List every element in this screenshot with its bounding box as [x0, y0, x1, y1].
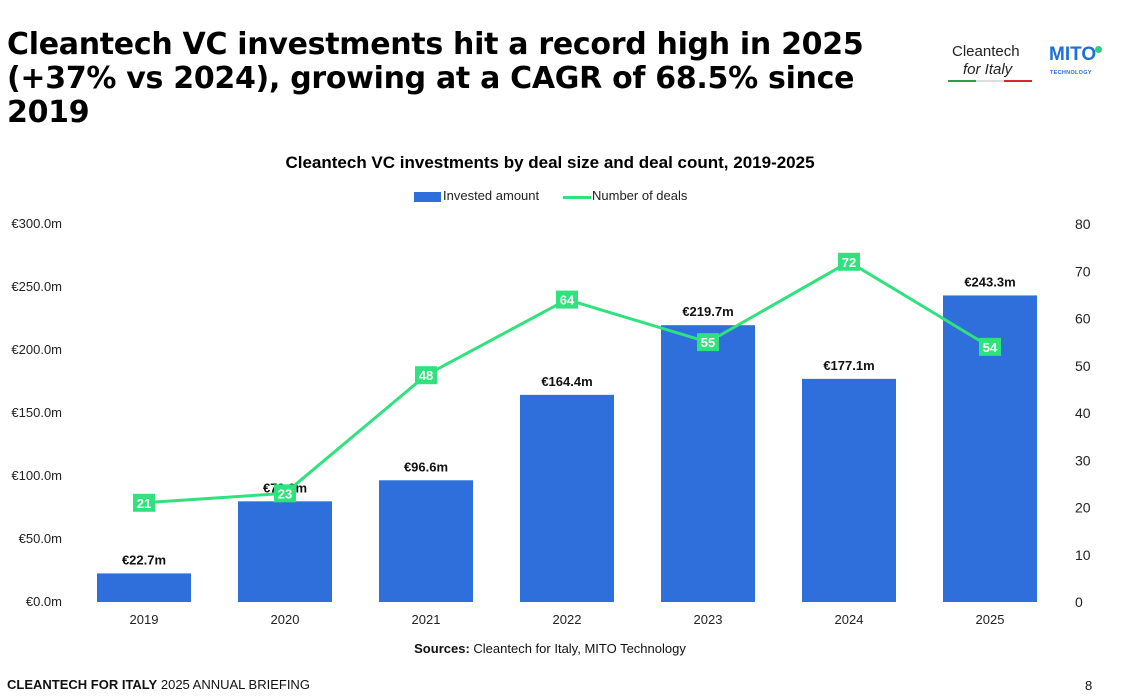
sources-note: Sources: Cleantech for Italy, MITO Techn… — [0, 641, 1100, 656]
page-headline: Cleantech VC investments hit a record hi… — [7, 27, 864, 130]
bar — [802, 378, 896, 602]
legend-label-deals: Number of deals — [592, 188, 688, 203]
legend-swatch-deals — [563, 196, 591, 199]
x-tick-label: 2025 — [976, 612, 1005, 627]
logo-flag-green — [948, 80, 976, 82]
deal-count-label: 64 — [560, 293, 575, 308]
mito-technology-logo: MITO TECHNOLOGY — [1049, 44, 1109, 80]
deal-count-marker — [274, 484, 296, 503]
bar — [97, 573, 191, 602]
y-left-tick-label: €250.0m — [11, 279, 62, 294]
bar-value-label: €243.3m — [964, 274, 1015, 289]
page-number: 8 — [1085, 678, 1093, 693]
x-tick-label: 2023 — [694, 612, 723, 627]
y-left-tick-label: €150.0m — [11, 405, 62, 420]
footer-title: 2025 ANNUAL BRIEFING — [160, 677, 310, 692]
bar-value-label: €96.6m — [404, 459, 448, 474]
deal-count-label: 55 — [701, 335, 715, 350]
sources-text: Cleantech for Italy, MITO Technology — [473, 641, 686, 656]
deal-count-label: 54 — [983, 340, 998, 355]
deal-count-marker — [556, 290, 578, 309]
bar — [379, 480, 473, 602]
y-right-tick-label: 50 — [1075, 358, 1091, 374]
y-left-tick-label: €50.0m — [19, 531, 62, 546]
mito-logo-accent — [1095, 46, 1102, 53]
y-left-tick-label: €200.0m — [11, 342, 62, 357]
mito-logo-word: MITO — [1049, 44, 1097, 65]
y-right-tick-label: 30 — [1075, 452, 1091, 468]
deal-count-label: 72 — [842, 255, 856, 270]
y-right-tick-label: 70 — [1075, 263, 1091, 279]
logo-line-2: for Italy — [963, 61, 1013, 78]
bar — [238, 501, 332, 602]
bar-value-label: €219.7m — [682, 304, 733, 319]
y-right-tick-label: 0 — [1075, 594, 1083, 610]
chart-title: Cleantech VC investments by deal size an… — [285, 153, 815, 172]
x-tick-label: 2019 — [130, 612, 159, 627]
y-left-tick-label: €0.0m — [26, 594, 62, 609]
deal-count-label: 21 — [137, 496, 151, 511]
x-tick-label: 2024 — [835, 612, 864, 627]
deal-count-label: 23 — [278, 486, 292, 501]
y-right-tick-label: 80 — [1075, 216, 1091, 232]
bar-value-label: €22.7m — [122, 552, 166, 567]
x-tick-label: 2021 — [412, 612, 441, 627]
legend-label-invested: Invested amount — [443, 188, 540, 203]
sources-label: Sources: — [414, 641, 470, 656]
legend-swatch-invested — [414, 192, 441, 202]
deal-count-marker — [979, 337, 1001, 356]
footer-briefing: CLEANTECH FOR ITALY 2025 ANNUAL BRIEFING — [7, 677, 310, 692]
mito-logo-subword: TECHNOLOGY — [1050, 70, 1092, 76]
footer-brand: CLEANTECH FOR ITALY — [7, 677, 158, 692]
logo-flag-red — [1004, 80, 1032, 82]
y-left-tick-label: €100.0m — [11, 468, 62, 483]
logo-flag-white — [976, 80, 1004, 82]
y-right-tick-label: 60 — [1075, 311, 1091, 327]
x-tick-label: 2022 — [553, 612, 582, 627]
bar-value-label: €177.1m — [823, 358, 874, 373]
deal-count-label: 48 — [419, 368, 433, 383]
y-right-tick-label: 20 — [1075, 500, 1091, 516]
deal-count-marker — [133, 493, 155, 512]
deal-count-marker — [697, 333, 719, 352]
bar-value-label: €164.4m — [541, 374, 592, 389]
bar — [661, 325, 755, 602]
logo-line-1: Cleantech — [952, 43, 1020, 60]
cleantech-for-italy-logo: Cleantech for Italy — [946, 43, 1036, 85]
y-right-tick-label: 10 — [1075, 547, 1091, 563]
deal-count-marker — [838, 252, 860, 271]
x-tick-label: 2020 — [271, 612, 300, 627]
y-right-tick-label: 40 — [1075, 405, 1091, 421]
y-left-tick-label: €300.0m — [11, 216, 62, 231]
deal-count-marker — [415, 366, 437, 385]
bar — [520, 394, 614, 602]
